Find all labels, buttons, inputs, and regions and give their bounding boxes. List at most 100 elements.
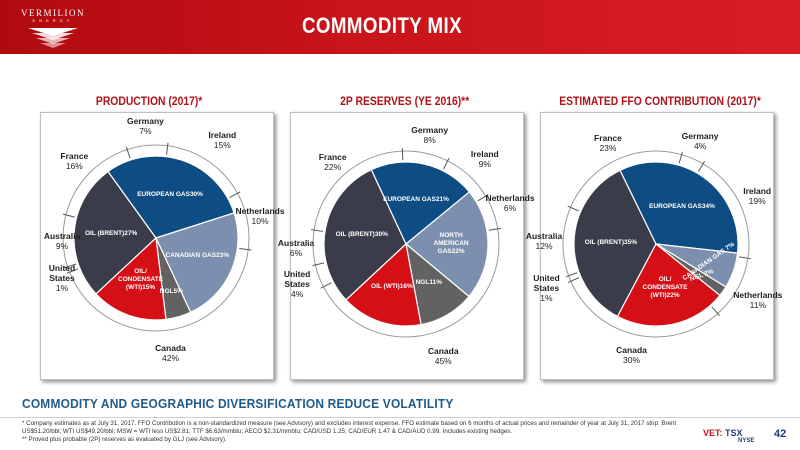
geo-divider <box>229 191 241 198</box>
ticker-label: VET: TSX <box>703 428 743 438</box>
geo-divider <box>312 262 325 267</box>
geo-label-france-value: 16% <box>65 161 83 172</box>
geo-label-netherlands-value: 11% <box>749 299 767 310</box>
pie-slice <box>573 169 657 318</box>
slice-label-canadian-gas-value: 23% <box>216 252 230 260</box>
slice-label-oil-wti--name: OIL (WTI) <box>371 282 400 290</box>
geo-divider <box>488 227 501 231</box>
logo-subtext: ENERGY <box>32 18 74 23</box>
logo-wordmark: VERMILION <box>21 8 85 18</box>
header-bar: VERMILION ENERGY COMMODITY MIX <box>0 0 800 54</box>
slice-label-ngl: NGL11% <box>416 279 442 287</box>
geo-label-united-states-name: United States <box>533 272 560 293</box>
panel-title-production: PRODUCTION (2017)* <box>95 96 203 108</box>
footnote-line-2: US$51.20/bbl; WTI US$49.20/bbl; MSW = WT… <box>22 428 513 435</box>
headline: COMMODITY AND GEOGRAPHIC DIVERSIFICATION… <box>22 396 454 411</box>
geo-label-united-states: United States 1% <box>533 273 559 303</box>
page-title: COMMODITY MIX <box>302 13 462 38</box>
slice-label-north-american-gas-name: NORTH AMERICAN GAS <box>433 232 469 256</box>
geo-label-france-value: 22% <box>324 161 342 172</box>
geo-label-ireland: Ireland 15% <box>208 130 236 150</box>
geo-label-ireland-name: Ireland <box>470 148 499 159</box>
logo-mark-icon <box>28 28 78 48</box>
slice-label-oil-brent--name: OIL (BRENT) <box>84 229 125 237</box>
pie-slice <box>619 161 739 254</box>
slice-label-north-american-gas-value: 22% <box>451 248 465 256</box>
ticker-vet: VET: <box>703 428 723 438</box>
geo-label-germany-value: 7% <box>139 126 152 137</box>
geo-label-ireland-value: 9% <box>478 158 491 169</box>
slice-label-canadian-gas: CANADIAN GAS23% <box>166 252 230 260</box>
geo-label-france-value: 23% <box>599 142 617 153</box>
slice-label-european-gas-value: 30% <box>189 191 203 199</box>
slice-label-ngl: NGL5% <box>160 288 183 296</box>
geo-label-netherlands-value: 10% <box>251 215 269 226</box>
slice-label-european-gas-value: 34% <box>701 203 715 211</box>
geo-divider <box>567 205 579 212</box>
slice-label-european-gas-name: EUROPEAN GAS <box>649 203 702 211</box>
geo-label-germany: Germany 8% <box>411 125 448 145</box>
geo-label-canada: Canada 45% <box>428 346 459 366</box>
geo-label-france: France 22% <box>319 152 347 172</box>
slice-label-canadian-gas-name: CANADIAN GAS <box>165 252 217 260</box>
slice-label-oil-condensate-wti--value: 15% <box>142 284 156 292</box>
slice-label-north-american-gas: NORTH AMERICAN GAS22% <box>434 232 469 256</box>
geo-label-germany-value: 8% <box>423 134 436 145</box>
panel-title-reserves: 2P RESERVES (YE 2016)** <box>340 96 470 108</box>
geo-divider <box>565 272 578 278</box>
geo-label-ireland-value: 19% <box>748 195 766 206</box>
geo-label-netherlands-value: 6% <box>503 203 517 214</box>
slice-label-european-gas: EUROPEAN GAS30% <box>137 191 203 199</box>
geo-label-united-states: United States 1% <box>49 263 75 293</box>
footnote-line-3: ** Proved plus probable (2P) reserves as… <box>22 436 227 443</box>
geo-label-germany-name: Germany <box>411 124 449 135</box>
pie-slice <box>370 161 471 245</box>
slice-label-european-gas: EUROPEAN GAS21% <box>383 196 449 204</box>
geo-label-canada: Canada 42% <box>155 343 186 363</box>
geo-label-australia-value: 9% <box>55 241 69 252</box>
geo-label-united-states: United States 4% <box>284 269 310 299</box>
geo-label-ireland-value: 15% <box>213 140 231 151</box>
geo-label-ireland-name: Ireland <box>208 130 237 141</box>
geo-divider <box>738 256 751 260</box>
slice-label-ngl-name: NGL <box>415 278 430 286</box>
geo-divider <box>320 282 332 289</box>
geo-label-australia-value: 6% <box>289 248 303 259</box>
slice-label-ngl-name: NGL <box>159 287 174 295</box>
geo-label-netherlands-name: Netherlands <box>235 205 285 216</box>
geo-label-australia-name: Australia <box>277 238 315 249</box>
geo-label-netherlands: Netherlands 6% <box>485 193 534 213</box>
geo-divider <box>311 229 324 232</box>
geo-divider <box>166 142 169 155</box>
geo-label-germany-name: Germany <box>681 131 719 142</box>
slice-label-oil-brent-: OIL (BRENT)27% <box>85 230 137 238</box>
geo-label-france-name: France <box>594 132 622 143</box>
geo-divider <box>62 213 75 218</box>
geo-label-united-states-value: 1% <box>55 282 69 293</box>
geo-label-germany: Germany 4% <box>682 131 719 151</box>
slice-label-oil-condensate-wti-: OIL/CONDENSATE (WTI)22% <box>643 276 688 300</box>
geo-label-netherlands-name: Netherlands <box>485 193 535 204</box>
pie-slice <box>73 170 157 295</box>
pie-slice <box>107 155 235 239</box>
geo-label-united-states-value: 1% <box>540 292 553 303</box>
geo-label-canada-value: 42% <box>162 353 180 364</box>
pie-slice <box>345 242 422 327</box>
geo-divider <box>66 268 79 274</box>
vermilion-logo: VERMILION ENERGY <box>18 8 88 50</box>
geo-label-france-name: France <box>60 151 89 162</box>
geo-label-france: France 16% <box>60 151 88 171</box>
geo-label-ireland: Ireland 9% <box>471 149 499 169</box>
geo-label-netherlands: Netherlands 11% <box>733 290 782 310</box>
pie-slice <box>405 191 489 298</box>
geo-label-australia-name: Australia <box>525 230 563 241</box>
geo-label-canada-name: Canada <box>616 345 647 356</box>
footnote-line-1: * Company estimates as at July 31, 2017.… <box>22 420 677 427</box>
slice-label-ngl-value: 5% <box>173 287 183 295</box>
pie-slice <box>95 236 167 321</box>
geo-label-germany-name: Germany <box>127 116 164 127</box>
geo-label-germany-value: 4% <box>693 141 707 152</box>
geo-ring <box>562 150 750 338</box>
geo-label-canada-value: 30% <box>623 355 641 366</box>
geo-divider <box>678 151 683 164</box>
